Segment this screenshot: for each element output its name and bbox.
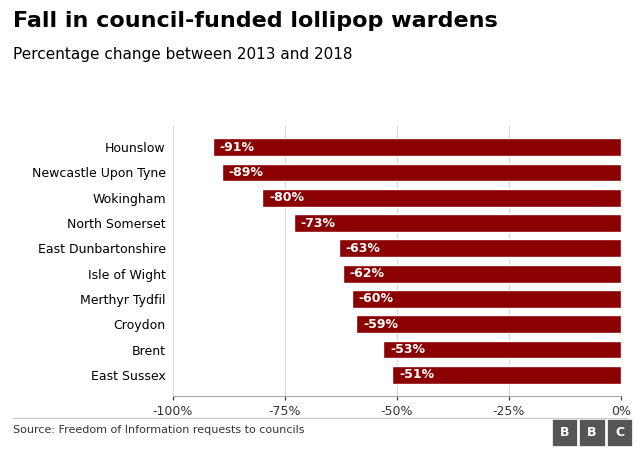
Text: -60%: -60% — [358, 292, 394, 306]
Bar — [222, 164, 621, 181]
Bar — [339, 239, 621, 257]
Bar — [262, 189, 621, 207]
Text: C: C — [615, 426, 624, 439]
Text: -80%: -80% — [269, 191, 304, 204]
Text: -91%: -91% — [220, 141, 255, 153]
Bar — [392, 366, 621, 384]
Text: -53%: -53% — [390, 343, 425, 356]
Bar — [356, 315, 621, 333]
Text: -73%: -73% — [301, 216, 335, 230]
Text: -51%: -51% — [399, 369, 434, 381]
Bar — [294, 214, 621, 232]
Text: B: B — [588, 426, 596, 439]
Bar — [383, 341, 621, 358]
Text: Source: Freedom of Information requests to councils: Source: Freedom of Information requests … — [13, 425, 304, 435]
Text: -89%: -89% — [229, 166, 264, 179]
Text: B: B — [560, 426, 569, 439]
Bar — [343, 265, 621, 283]
Bar — [352, 290, 621, 308]
Text: Percentage change between 2013 and 2018: Percentage change between 2013 and 2018 — [13, 47, 352, 62]
Text: -59%: -59% — [364, 318, 398, 331]
Text: -62%: -62% — [349, 267, 385, 280]
Bar — [213, 138, 621, 156]
Text: Fall in council-funded lollipop wardens: Fall in council-funded lollipop wardens — [13, 11, 497, 31]
Text: -63%: -63% — [346, 242, 380, 255]
